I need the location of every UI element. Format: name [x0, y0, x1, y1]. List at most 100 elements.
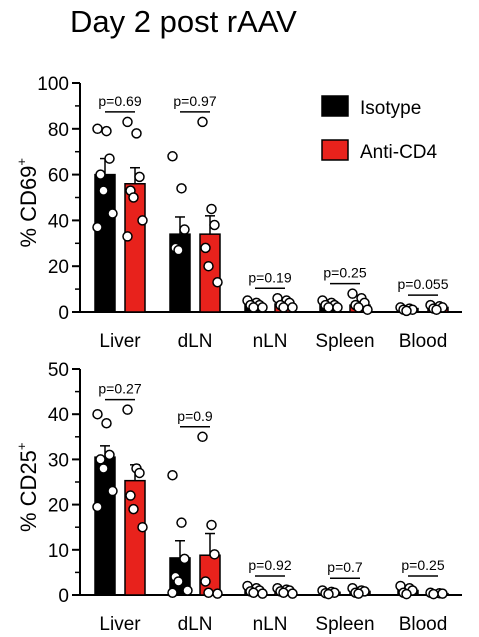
x-tick-label-nln: nLN — [253, 614, 288, 635]
data-point — [323, 302, 334, 313]
y-tick-label: 0 — [58, 303, 69, 324]
p-value-label: p=0.92 — [248, 557, 291, 573]
y-tick-label: 10 — [48, 541, 69, 562]
legend-label-isotype: Isotype — [360, 98, 421, 119]
data-point — [167, 587, 178, 598]
y-axis-label: % CD69+ — [14, 158, 41, 248]
data-point — [212, 588, 223, 599]
data-point — [182, 585, 193, 596]
data-point — [401, 588, 412, 600]
y-tick-label: 40 — [48, 211, 69, 232]
y-tick-label: 0 — [58, 586, 69, 607]
data-point — [122, 231, 133, 242]
data-point — [101, 417, 112, 429]
data-point — [167, 151, 178, 162]
data-point — [98, 463, 109, 474]
chart-title: Day 2 post rAAV — [70, 4, 297, 39]
data-point — [206, 203, 217, 215]
data-point — [287, 588, 298, 599]
data-point — [179, 224, 190, 235]
data-point — [104, 153, 115, 164]
x-tick-label-blood: Blood — [399, 614, 448, 635]
data-point — [200, 242, 211, 254]
y-axis-label-main: % CD25 — [16, 450, 41, 532]
data-point — [95, 454, 106, 465]
y-axis-label-sup: + — [14, 442, 29, 450]
data-point — [122, 116, 133, 128]
data-point — [104, 449, 115, 461]
data-point — [92, 123, 103, 135]
data-point — [137, 215, 148, 226]
data-point — [107, 208, 118, 219]
data-point — [362, 304, 373, 315]
data-point — [173, 576, 184, 587]
y-tick-label: 40 — [48, 405, 69, 426]
data-point — [278, 587, 289, 598]
p-value-label: p=0.97 — [173, 93, 216, 109]
y-tick-label: 50 — [48, 360, 69, 381]
data-point — [125, 490, 136, 501]
data-point — [206, 519, 217, 531]
data-point — [401, 305, 412, 317]
data-point — [197, 116, 208, 128]
y-axis-label-sup: + — [14, 158, 29, 166]
p-value-label: p=0.25 — [401, 557, 444, 573]
data-point — [209, 549, 220, 560]
data-point — [131, 128, 142, 139]
data-point — [287, 302, 298, 313]
data-point — [167, 469, 178, 481]
data-point — [431, 304, 442, 315]
data-point — [353, 302, 364, 313]
data-point — [134, 171, 145, 183]
y-axis-label-main: % CD69 — [16, 166, 41, 248]
x-tick-label-liver: Liver — [99, 331, 141, 352]
data-point — [323, 588, 334, 600]
x-tick-label-nln: nLN — [253, 331, 288, 352]
x-tick-label-dln: dLN — [178, 614, 213, 635]
data-point — [437, 588, 448, 599]
data-point — [209, 219, 220, 231]
data-point — [203, 260, 214, 272]
data-point — [332, 302, 343, 313]
p-value-label: p=0.25 — [323, 265, 366, 281]
data-point — [428, 588, 439, 600]
x-tick-label-spleen: Spleen — [315, 614, 374, 635]
legend-swatch-anti-cd4 — [321, 139, 349, 161]
y-axis-label: % CD25+ — [14, 442, 41, 532]
p-value-label: p=0.055 — [398, 276, 449, 292]
data-point — [134, 467, 145, 479]
data-point — [128, 503, 139, 515]
data-point — [101, 125, 112, 137]
p-value-label: p=0.7 — [327, 559, 363, 575]
y-tick-label: 30 — [48, 450, 69, 471]
x-tick-label-dln: dLN — [178, 331, 213, 352]
data-point — [122, 404, 133, 415]
data-point — [173, 244, 184, 256]
data-point — [128, 192, 139, 203]
data-point — [257, 302, 268, 313]
data-point — [95, 169, 106, 180]
p-value-label: p=0.27 — [98, 381, 141, 397]
data-point — [248, 587, 259, 598]
data-point — [137, 521, 148, 533]
x-tick-label-blood: Blood — [399, 331, 448, 352]
data-point — [197, 431, 208, 443]
data-point — [347, 288, 358, 299]
data-point — [176, 517, 187, 528]
data-point — [212, 276, 223, 288]
data-point — [176, 183, 187, 194]
y-tick-label: 20 — [48, 257, 69, 278]
x-tick-label-liver: Liver — [99, 614, 141, 635]
bar-anti-cd4-liver — [124, 183, 146, 313]
y-tick-label: 60 — [48, 166, 69, 187]
data-point — [92, 222, 103, 233]
y-tick-label: 20 — [48, 496, 69, 517]
bar-isotype-liver — [94, 456, 116, 596]
data-point — [248, 302, 259, 313]
data-point — [203, 587, 214, 598]
data-point — [257, 588, 268, 599]
legend-swatch-isotype — [321, 95, 349, 117]
data-point — [92, 501, 103, 513]
data-point — [179, 553, 190, 565]
